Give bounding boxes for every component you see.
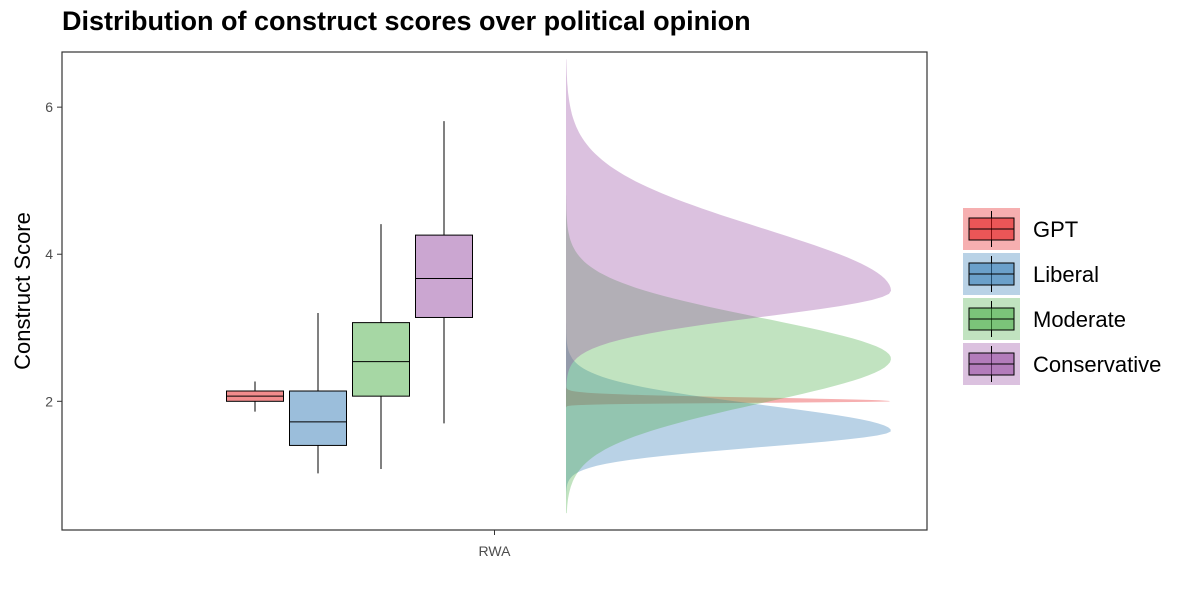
legend-item-gpt: GPT: [963, 208, 1078, 250]
box: [415, 234, 473, 318]
y-tick-label: 4: [45, 246, 53, 262]
legend-label: Conservative: [1033, 352, 1161, 377]
box: [289, 390, 347, 446]
boxplot-liberal: [289, 313, 347, 474]
density-layer: [566, 59, 891, 514]
box-layer: [226, 121, 473, 474]
density-moderate: [566, 195, 891, 514]
y-tick-label: 2: [45, 393, 53, 409]
boxplot-moderate: [352, 224, 410, 469]
legend-item-conservative: Conservative: [963, 343, 1161, 385]
chart-title: Distribution of construct scores over po…: [62, 6, 751, 36]
legend-item-liberal: Liberal: [963, 253, 1099, 295]
density-conservative: [566, 59, 891, 425]
boxplot-gpt: [226, 381, 284, 412]
legend: GPT Liberal Moderate Conservative: [963, 208, 1161, 385]
boxplot-conservative: [415, 121, 473, 424]
density-gpt: [566, 360, 891, 409]
x-axis: RWA: [479, 530, 512, 559]
legend-item-moderate: Moderate: [963, 298, 1126, 340]
x-tick-label: RWA: [479, 543, 512, 559]
y-axis: 2 4 6: [45, 99, 62, 409]
y-tick-label: 6: [45, 99, 53, 115]
legend-label: Liberal: [1033, 262, 1099, 287]
legend-label: GPT: [1033, 217, 1078, 242]
y-axis-title: Construct Score: [10, 212, 35, 370]
density-liberal: [566, 261, 891, 505]
box: [352, 322, 410, 397]
legend-label: Moderate: [1033, 307, 1126, 332]
